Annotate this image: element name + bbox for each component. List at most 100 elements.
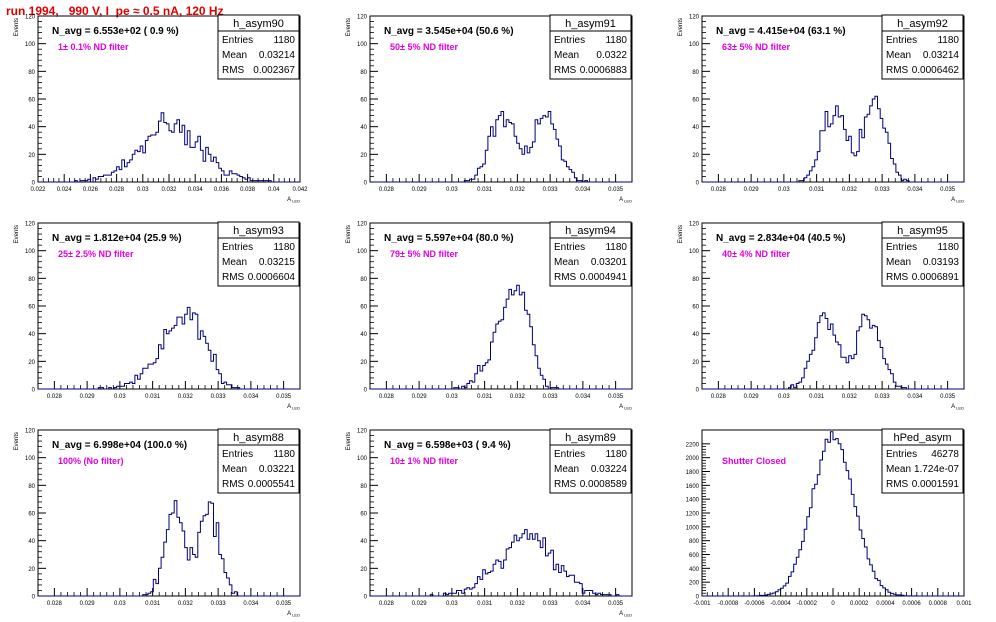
x-tick-label: 0.024 bbox=[57, 187, 73, 193]
y-tick-label: 120 bbox=[25, 429, 36, 435]
x-tick-label: 0.03 bbox=[114, 601, 126, 607]
x-axis-label: A LED bbox=[951, 197, 964, 204]
y-tick-label: 60 bbox=[692, 305, 699, 311]
y-axis-label: Events bbox=[678, 18, 684, 36]
x-tick-label: 0.026 bbox=[83, 187, 99, 193]
histogram-panel-h_asym91: 0 20 40 60 80 100 120 0.028 0.029 0.03 0.031 0.032 0… bbox=[346, 14, 633, 204]
filter-label: 50± 5% ND filter bbox=[390, 42, 458, 52]
y-tick-label: 60 bbox=[28, 98, 35, 104]
x-tick-label: 0.028 bbox=[109, 187, 125, 193]
x-tick-label: 0.001 bbox=[956, 601, 972, 607]
x-tick-label: 0.028 bbox=[379, 394, 395, 400]
y-tick-label: 100 bbox=[357, 42, 368, 48]
y-tick-label: 0 bbox=[364, 181, 368, 187]
stats-entries-value: 1180 bbox=[273, 242, 295, 253]
stats-rms-label: RMS bbox=[222, 272, 245, 283]
histogram-line bbox=[370, 111, 632, 183]
x-tick-label: 0.031 bbox=[145, 601, 161, 607]
histogram-panel-h_asym93: 0 20 40 60 80 100 120 0.028 0.029 0.03 0.031 0.032 0… bbox=[14, 221, 301, 411]
stats-box bbox=[217, 428, 300, 494]
x-tick-label: 0.03 bbox=[778, 394, 790, 400]
stats-title: h_asym89 bbox=[565, 432, 616, 444]
x-axis-label: A LED bbox=[951, 404, 964, 411]
y-tick-label: 40 bbox=[28, 125, 35, 131]
navg-label: N_avg = 2.834e+04 (40.5 %) bbox=[716, 233, 846, 244]
x-tick-label: 0.033 bbox=[875, 394, 891, 400]
y-tick-label: 20 bbox=[692, 153, 699, 159]
navg-label: N_avg = 5.597e+04 (80.0 %) bbox=[384, 233, 514, 244]
y-tick-label: 20 bbox=[28, 567, 35, 573]
stats-mean-value: 0.03201 bbox=[591, 257, 628, 268]
y-tick-label: 1200 bbox=[686, 512, 700, 518]
y-tick-label: 120 bbox=[25, 222, 36, 228]
x-tick-label: 0.034 bbox=[907, 187, 923, 193]
x-tick-label: 0.028 bbox=[47, 394, 63, 400]
x-tick-label: 0.034 bbox=[575, 394, 591, 400]
y-tick-label: 60 bbox=[692, 98, 699, 104]
stats-rms-label: RMS bbox=[554, 65, 577, 76]
y-tick-label: 100 bbox=[689, 249, 700, 255]
y-tick-label: 40 bbox=[28, 332, 35, 338]
y-tick-label: 60 bbox=[360, 98, 367, 104]
y-tick-label: 0 bbox=[32, 388, 36, 394]
y-tick-label: 80 bbox=[360, 70, 367, 76]
x-tick-label: 0.034 bbox=[243, 601, 259, 607]
y-axis-label: Events bbox=[14, 432, 20, 450]
x-tick-label: 0.035 bbox=[276, 394, 292, 400]
stats-rms-value: 0.0006891 bbox=[912, 272, 960, 283]
stats-mean-label: Mean bbox=[886, 50, 911, 61]
stats-rms-value: 0.0001591 bbox=[912, 479, 960, 490]
navg-label: N_avg = 4.415e+04 (63.1 %) bbox=[716, 26, 846, 37]
stats-box bbox=[881, 14, 964, 80]
x-tick-label: 0.029 bbox=[412, 601, 428, 607]
y-tick-label: 0 bbox=[696, 181, 700, 187]
stats-rms-label: RMS bbox=[886, 65, 909, 76]
y-tick-label: 200 bbox=[689, 581, 700, 587]
x-tick-label: 0.034 bbox=[243, 394, 259, 400]
y-tick-label: 600 bbox=[689, 553, 700, 559]
x-tick-label: 0.04 bbox=[268, 187, 280, 193]
x-axis-label: A LED bbox=[619, 404, 632, 411]
x-tick-label: 0.031 bbox=[145, 394, 161, 400]
histogram-line bbox=[702, 95, 964, 183]
stats-box bbox=[217, 221, 300, 287]
x-tick-label: 0.034 bbox=[188, 187, 204, 193]
y-tick-label: 1000 bbox=[686, 525, 700, 531]
y-tick-label: 100 bbox=[25, 456, 36, 462]
stats-rms-label: RMS bbox=[554, 272, 577, 283]
y-tick-label: 80 bbox=[28, 484, 35, 490]
x-tick-label: 0.035 bbox=[940, 394, 956, 400]
x-tick-label: -0.0004 bbox=[770, 601, 791, 607]
y-tick-label: 2000 bbox=[686, 456, 700, 462]
y-tick-label: 40 bbox=[360, 125, 367, 131]
y-tick-label: 0 bbox=[364, 388, 368, 394]
stats-rms-label: RMS bbox=[886, 272, 909, 283]
x-axis-label: A LED bbox=[619, 197, 632, 204]
stats-title: h_asym94 bbox=[565, 225, 616, 237]
x-tick-label: 0.0002 bbox=[850, 601, 869, 607]
x-tick-label: 0.035 bbox=[608, 187, 624, 193]
y-tick-label: 40 bbox=[692, 125, 699, 131]
stats-entries-value: 46278 bbox=[931, 449, 959, 460]
x-tick-label: 0.032 bbox=[842, 187, 858, 193]
stats-entries-value: 1180 bbox=[937, 35, 959, 46]
stats-rms-value: 0.0008589 bbox=[580, 479, 628, 490]
histogram-line bbox=[370, 529, 632, 597]
y-tick-label: 120 bbox=[357, 429, 368, 435]
x-tick-label: 0.029 bbox=[744, 187, 760, 193]
y-tick-label: 0 bbox=[32, 595, 36, 601]
stats-mean-value: 0.0322 bbox=[596, 50, 627, 61]
stats-entries-value: 1180 bbox=[605, 35, 627, 46]
stats-entries-value: 1180 bbox=[937, 242, 959, 253]
x-tick-label: -0.0002 bbox=[797, 601, 818, 607]
stats-entries-value: 1180 bbox=[273, 449, 295, 460]
x-tick-label: 0.033 bbox=[211, 394, 227, 400]
y-tick-label: 80 bbox=[28, 277, 35, 283]
x-tick-label: 0.029 bbox=[80, 394, 96, 400]
stats-entries-label: Entries bbox=[222, 35, 253, 46]
stats-rms-label: RMS bbox=[886, 479, 909, 490]
y-tick-label: 20 bbox=[692, 360, 699, 366]
x-tick-label: 0.032 bbox=[510, 187, 526, 193]
stats-rms-value: 0.0006462 bbox=[912, 65, 960, 76]
